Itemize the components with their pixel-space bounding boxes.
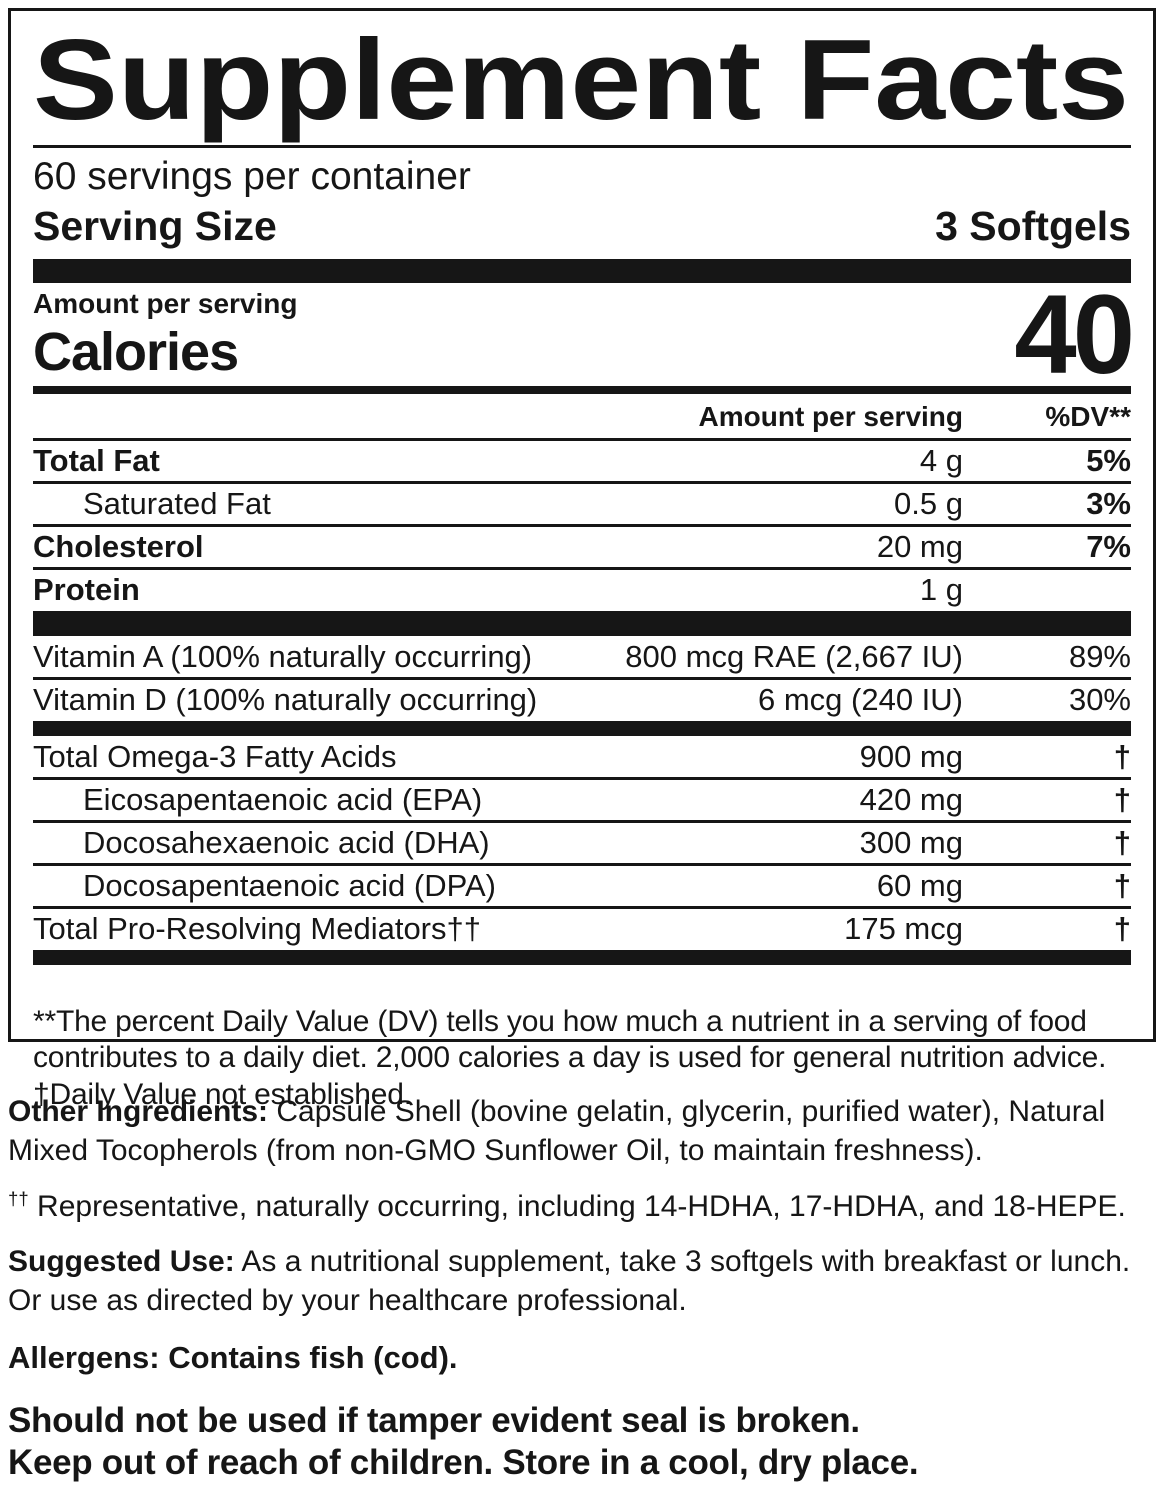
nutrient-row: Eicosapentaenoic acid (EPA) 420 mg †	[33, 780, 1131, 820]
nutrient-dv: †	[1113, 781, 1131, 817]
column-header-row: Amount per serving %DV**	[33, 394, 1131, 438]
nutrient-row: Total Pro-Resolving Mediators†† 175 mcg †	[33, 909, 1131, 949]
representative-note: †† Representative, naturally occurring, …	[8, 1187, 1158, 1226]
allergens-statement: Allergens: Contains fish (cod).	[8, 1340, 458, 1375]
nutrient-name: Cholesterol	[33, 528, 204, 564]
row-divider	[33, 480, 1131, 484]
serving-size-row: Serving Size 3 Softgels	[33, 202, 1131, 249]
nutrient-row: Protein 1 g	[33, 570, 1131, 610]
nutrient-row: Total Fat 4 g 5%	[33, 441, 1131, 481]
nutrient-name: Eicosapentaenoic acid (EPA)	[83, 781, 483, 817]
row-divider	[33, 676, 1131, 680]
nutrient-amount: 175 mcg	[844, 910, 963, 946]
suggested-use: Suggested Use: As a nutritional suppleme…	[8, 1242, 1158, 1320]
section-bar	[33, 720, 1131, 736]
nutrient-amount: 0.5 g	[894, 485, 963, 521]
other-ingredients: Other Ingredients: Capsule Shell (bovine…	[8, 1092, 1158, 1170]
nutrient-name: Protein	[33, 571, 140, 607]
nutrient-row: Total Omega-3 Fatty Acids 900 mg †	[33, 737, 1131, 777]
facts-title-text: Supplement Facts	[33, 17, 1129, 144]
servings-per-container: 60 servings per container	[33, 155, 471, 198]
other-ingredients-text: Capsule Shell (bovine gelatin, glycerin,…	[8, 1095, 1106, 1167]
nutrient-amount: 20 mg	[876, 528, 963, 564]
nutrient-row: Docosahexaenoic acid (DHA) 300 mg †	[33, 823, 1131, 863]
nutrient-dv: 3%	[1086, 485, 1131, 521]
nutrient-amount: 4 g	[919, 442, 963, 478]
section-bar	[33, 610, 1131, 636]
calories-label: Calories	[33, 321, 239, 382]
calories-value: 40	[1014, 271, 1135, 397]
nutrient-amount: 300 mg	[859, 824, 963, 860]
nutrient-name: Total Pro-Resolving Mediators††	[33, 910, 481, 946]
nutrient-row: Vitamin D (100% naturally occurring) 6 mc…	[33, 680, 1131, 720]
row-divider	[33, 566, 1131, 570]
row-divider	[33, 862, 1131, 866]
nutrient-dv: †	[1113, 824, 1131, 860]
nutrient-name: Total Fat	[33, 442, 160, 478]
label-info-section: Other Ingredients: Capsule Shell (bovine…	[8, 1042, 1158, 1500]
nutrient-amount: 900 mg	[859, 738, 963, 774]
section-bar	[33, 258, 1131, 283]
dv-footnote: **The percent Daily Value (DV) tells you…	[33, 1004, 1107, 1111]
nutrient-dv: 30%	[1068, 681, 1131, 717]
nutrient-amount: 6 mcg (240 IU)	[757, 681, 963, 717]
nutrient-row: Saturated Fat 0.5 g 3%	[33, 484, 1131, 524]
nutrient-row: Cholesterol 20 mg 7%	[33, 527, 1131, 567]
supplement-facts-panel: Supplement Facts 60 servings per contain…	[8, 8, 1156, 1111]
nutrient-rows: Total Fat 4 g 5% Saturated Fat 0.5 g 3% Choles…	[33, 441, 1131, 965]
calories-divider	[33, 385, 1131, 394]
suggested-use-label: Suggested Use:	[8, 1245, 235, 1278]
title-divider	[33, 145, 1131, 148]
row-divider	[33, 905, 1131, 909]
representative-text: Representative, naturally occurring, inc…	[37, 1190, 1126, 1223]
nutrient-amount: 420 mg	[859, 781, 963, 817]
nutrient-amount: 1 g	[919, 571, 963, 607]
amount-column-header: Amount per serving	[698, 400, 963, 432]
nutrient-name: Docosahexaenoic acid (DHA)	[83, 824, 490, 860]
nutrient-dv: 89%	[1068, 638, 1131, 674]
suggested-use-text: As a nutritional supplement, take 3 soft…	[8, 1245, 1131, 1317]
nutrient-row: Vitamin A (100% naturally occurring) 800 …	[33, 637, 1131, 677]
nutrient-name: Total Omega-3 Fatty Acids	[33, 738, 397, 774]
nutrient-row: Docosapentaenoic acid (DPA) 60 mg †	[33, 866, 1131, 906]
nutrient-dv: †	[1113, 867, 1131, 903]
other-ingredients-label: Other Ingredients:	[8, 1095, 269, 1128]
nutrient-amount: 60 mg	[876, 867, 963, 903]
serving-size-value: 3 Softgels	[935, 202, 1131, 249]
row-divider	[33, 437, 1131, 441]
nutrient-name: Docosapentaenoic acid (DPA)	[83, 867, 496, 903]
calories-section: Amount per serving Calories 40	[33, 271, 1135, 397]
nutrient-name: Vitamin D (100% naturally occurring)	[33, 681, 538, 717]
dv-column-header: %DV**	[1045, 400, 1131, 432]
nutrient-dv: †	[1113, 910, 1131, 946]
facts-title: Supplement Facts	[33, 17, 1131, 145]
nutrient-dv: 7%	[1086, 528, 1131, 564]
nutrient-dv: 5%	[1086, 442, 1131, 478]
nutrient-name: Vitamin A (100% naturally occurring)	[33, 638, 533, 674]
row-divider	[33, 819, 1131, 823]
tamper-warning: Should not be used if tamper evident sea…	[8, 1401, 860, 1441]
storage-warning: Keep out of reach of children. Store in …	[8, 1443, 919, 1483]
nutrient-name: Saturated Fat	[83, 485, 271, 521]
warning-block: Should not be used if tamper evident sea…	[8, 1400, 1158, 1484]
double-dagger-mark: ††	[8, 1188, 29, 1209]
row-divider	[33, 523, 1131, 527]
amount-per-serving-label: Amount per serving	[33, 287, 298, 319]
section-bar	[33, 949, 1131, 965]
serving-size-label: Serving Size	[33, 202, 277, 249]
nutrient-dv: †	[1113, 738, 1131, 774]
row-divider	[33, 776, 1131, 780]
nutrient-amount: 800 mcg RAE (2,667 IU)	[625, 638, 963, 674]
